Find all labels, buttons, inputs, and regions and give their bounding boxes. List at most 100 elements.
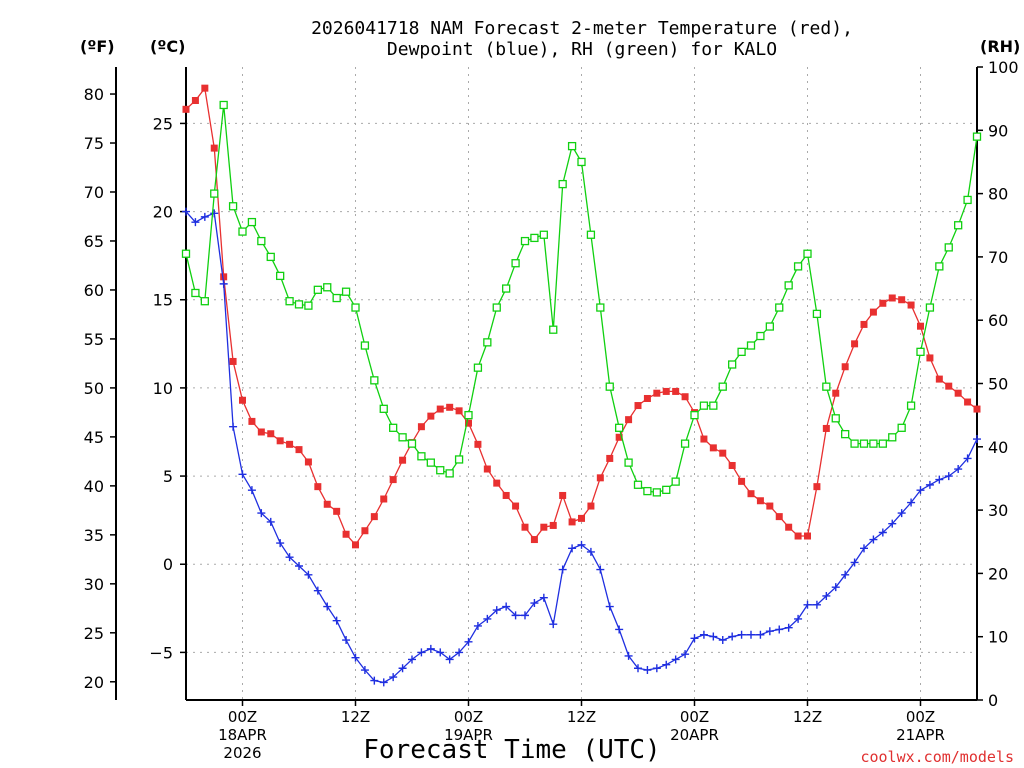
dewpoint-point <box>455 648 464 657</box>
rh-point <box>313 285 322 294</box>
temperature-point <box>493 479 501 487</box>
rh-point <box>671 477 680 486</box>
dewpoint-point <box>605 602 614 611</box>
dewpoint-point <box>681 650 690 659</box>
rh-tick-label: 60 <box>988 311 1008 330</box>
dewpoint-point <box>360 666 369 675</box>
x-tick-label: 18APR <box>218 726 267 744</box>
dewpoint-point <box>747 630 755 639</box>
x-tick-label: 19APR <box>444 726 493 744</box>
temperature-point <box>483 465 491 473</box>
fahrenheit-tick-label: 30 <box>84 575 104 594</box>
rh-point <box>680 439 690 448</box>
rh-point <box>247 217 257 227</box>
dewpoint-point <box>634 664 642 673</box>
rh-point <box>483 338 492 347</box>
celsius-tick-label: 25 <box>153 114 173 133</box>
rh-point <box>775 303 784 312</box>
gridlines <box>186 67 977 700</box>
fahrenheit-tick-label: 35 <box>84 526 104 545</box>
rh-point <box>803 249 812 258</box>
dewpoint-point <box>671 655 680 664</box>
rh-point <box>624 458 633 467</box>
rh-point <box>643 486 652 496</box>
dewpoint-point <box>615 625 624 634</box>
dewpoint-point <box>794 614 803 623</box>
temperature-point <box>954 389 962 397</box>
celsius-tick-label: 10 <box>153 379 173 398</box>
temperature-point <box>945 382 953 390</box>
dewpoint-point <box>342 636 351 645</box>
rh-point <box>652 488 661 497</box>
temperature-point <box>549 521 557 529</box>
temperature-point <box>606 454 614 462</box>
fahrenheit-tick-label: 70 <box>84 183 104 202</box>
temperature-point <box>502 491 510 499</box>
temperature-point <box>417 423 425 431</box>
temperature-point <box>399 456 407 464</box>
rh-tick-label: 90 <box>988 121 1008 140</box>
rh-point <box>191 288 200 298</box>
temperature-point <box>446 403 454 411</box>
temperature-point <box>851 340 859 348</box>
rh-point <box>558 179 567 189</box>
temperature-point <box>436 405 444 413</box>
dewpoint-point <box>247 486 256 495</box>
rh-point <box>633 480 643 489</box>
temperature-point <box>182 105 190 113</box>
rh-point <box>718 382 727 391</box>
rh-point <box>351 303 360 312</box>
temperature-point <box>286 440 294 448</box>
rh-tick-label: 30 <box>988 501 1008 520</box>
rh-point <box>228 202 238 211</box>
temperature-point <box>521 523 529 531</box>
rh-point <box>389 423 398 432</box>
fahrenheit-tick-label: 20 <box>84 673 104 692</box>
dewpoint-point <box>775 625 784 634</box>
rh-point <box>360 341 370 350</box>
rh-point <box>219 100 228 110</box>
axes <box>110 66 983 706</box>
rh-point <box>906 401 916 410</box>
rh-point <box>294 300 304 309</box>
temperature-point <box>813 483 821 491</box>
temperature-point <box>738 477 746 485</box>
dewpoint-point <box>897 509 906 518</box>
dewpoint-point <box>473 621 482 630</box>
temperature-point <box>681 393 689 401</box>
rh-point <box>210 189 219 198</box>
temperature-point <box>361 527 369 535</box>
rh-point <box>784 281 793 290</box>
dewpoint-point <box>511 611 520 620</box>
dewpoint-point <box>351 653 360 662</box>
dewpoint-point <box>699 630 708 639</box>
dewpoint-point <box>822 591 831 600</box>
rh-point <box>370 376 379 385</box>
rh-point <box>323 283 332 292</box>
rh-point <box>181 249 191 258</box>
rh-point <box>426 458 435 467</box>
x-tick-label: 21APR <box>896 726 945 744</box>
rh-point <box>690 410 699 420</box>
rh-point <box>841 429 850 439</box>
temperature-point <box>465 419 472 427</box>
dewpoint-point <box>963 454 972 463</box>
temperature-point <box>804 532 811 540</box>
dewpoint-point <box>568 544 577 553</box>
dewpoint-point <box>907 498 916 507</box>
temperature-point <box>191 97 199 105</box>
dewpoint-point <box>492 606 501 615</box>
rh-point <box>492 303 501 312</box>
temperature-point <box>352 541 359 549</box>
celsius-tick-label: −5 <box>149 643 173 662</box>
temperature-point <box>634 402 642 410</box>
rh-point <box>728 360 737 369</box>
temperature-point <box>756 497 764 505</box>
temperature-point <box>907 301 915 309</box>
temperature-point <box>333 507 341 515</box>
dewpoint-point <box>483 614 492 623</box>
temperature-point <box>700 435 708 443</box>
dewpoint-point <box>210 209 219 218</box>
temperature-point <box>389 476 397 484</box>
dewpoint-point <box>841 570 850 579</box>
